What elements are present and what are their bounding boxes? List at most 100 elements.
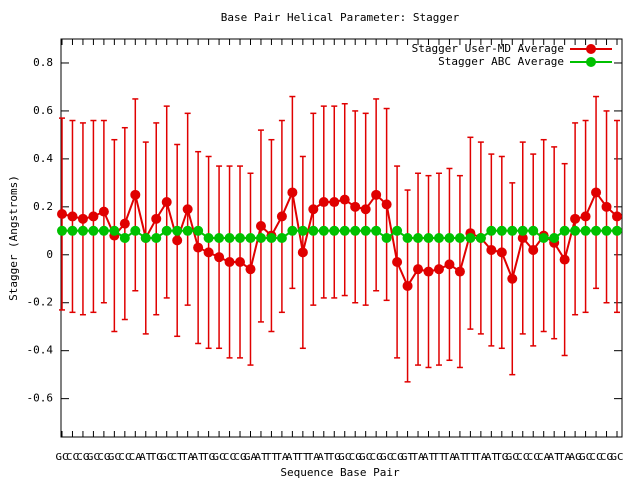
point <box>360 204 371 215</box>
point <box>140 233 151 243</box>
y-tick-label: 0.8 <box>33 56 53 69</box>
x-tick-label: TG <box>202 452 215 463</box>
x-tick-label: AT <box>139 452 152 463</box>
point <box>276 211 287 222</box>
point <box>538 233 549 243</box>
x-tick-label: GC <box>359 452 372 463</box>
x-tick-label: GC <box>56 452 69 463</box>
point <box>287 187 298 198</box>
legend-marker <box>586 44 596 54</box>
point <box>57 225 67 236</box>
x-tick-label: AT <box>192 452 205 463</box>
chart-title: Base Pair Helical Parameter: Stagger <box>221 11 460 24</box>
point <box>371 189 382 200</box>
x-tick-label: CC <box>590 452 603 463</box>
x-tick-label: AT <box>453 452 466 463</box>
x-tick-label: CG <box>391 452 404 463</box>
point <box>235 256 246 267</box>
point <box>109 225 120 236</box>
point <box>214 252 225 263</box>
x-tick-label: GT <box>401 452 414 463</box>
x-tick-label: TT <box>464 452 477 463</box>
point <box>350 201 361 212</box>
x-tick-label: TT <box>296 452 309 463</box>
point <box>77 213 88 224</box>
point <box>203 233 214 243</box>
point <box>172 235 183 246</box>
x-tick-label: CC <box>66 452 79 463</box>
point <box>413 264 424 275</box>
y-tick-label: -0.2 <box>27 296 54 309</box>
x-tick-label: CA <box>537 452 550 463</box>
y-axis-label: Stagger (Angstroms) <box>7 175 20 301</box>
x-tick-label: TA <box>443 452 456 463</box>
y-tick-label: 0.2 <box>33 200 53 213</box>
point <box>318 225 329 236</box>
x-tick-label: TA <box>412 452 425 463</box>
point <box>507 225 518 236</box>
x-axis-label: Sequence Base Pair <box>280 466 400 479</box>
point <box>601 225 612 236</box>
point <box>161 225 172 236</box>
point <box>486 225 497 236</box>
x-tick-label: TA <box>307 452 320 463</box>
point <box>77 225 88 236</box>
point <box>570 225 581 236</box>
point <box>570 213 581 224</box>
point <box>444 259 455 270</box>
point <box>402 280 413 291</box>
point <box>329 225 340 236</box>
y-tick-label: 0.4 <box>33 152 53 165</box>
point <box>224 233 235 243</box>
x-tick-label: CG <box>97 452 110 463</box>
x-tick-label: GC <box>579 452 592 463</box>
x-tick-label: AT <box>317 452 330 463</box>
x-tick-label: GC <box>380 452 393 463</box>
y-tick-label: 0.6 <box>33 104 53 117</box>
point <box>235 233 246 243</box>
x-tick-label: TT <box>265 452 278 463</box>
legend-label: Stagger ABC Average <box>438 55 564 68</box>
point <box>214 233 225 243</box>
point <box>350 225 361 236</box>
x-tick-label: GC <box>611 452 624 463</box>
x-tick-label: GC <box>108 452 121 463</box>
point <box>182 204 193 215</box>
point <box>119 218 130 229</box>
point <box>517 225 528 236</box>
x-tick-label: TA <box>181 452 194 463</box>
x-tick-label: TA <box>558 452 571 463</box>
point <box>549 233 560 243</box>
x-tick-label: CA <box>129 452 142 463</box>
point <box>266 233 277 243</box>
point <box>308 204 319 215</box>
point <box>423 233 434 243</box>
point <box>67 211 78 222</box>
x-tick-label: TT <box>432 452 445 463</box>
point <box>465 233 476 243</box>
legend-marker <box>586 57 596 67</box>
point <box>413 233 424 243</box>
point <box>98 225 109 236</box>
x-tick-label: GC <box>213 452 226 463</box>
y-tick-label: -0.4 <box>27 344 54 357</box>
point <box>297 225 308 236</box>
x-tick-label: GC <box>506 452 519 463</box>
point <box>444 233 455 243</box>
x-tick-label: AT <box>422 452 435 463</box>
point <box>151 213 162 224</box>
point <box>130 189 141 200</box>
x-tick-label: CG <box>370 452 383 463</box>
point <box>360 225 371 236</box>
point <box>517 233 528 243</box>
point <box>433 233 444 243</box>
legend-label: Stagger User-MD Average <box>412 42 564 55</box>
point <box>245 264 256 275</box>
point <box>612 211 622 222</box>
point <box>423 266 434 277</box>
point <box>371 225 382 236</box>
x-tick-label: AT <box>286 452 299 463</box>
x-tick-label: CG <box>349 452 362 463</box>
y-tick-label: 0 <box>46 248 53 261</box>
point <box>475 233 486 243</box>
